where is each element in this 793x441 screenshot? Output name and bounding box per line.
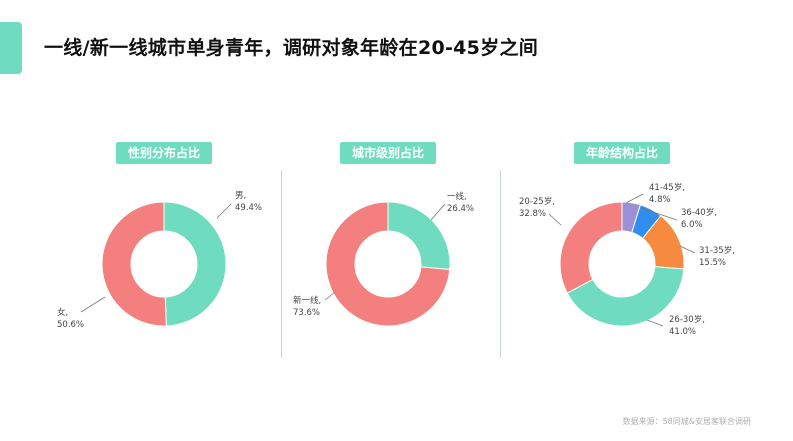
donut-chart: 41-45岁, 4.8% 36-40岁, 6.0% 31-35岁, 15.5% 26-30岁… bbox=[519, 182, 735, 337]
donut-slice bbox=[387, 201, 451, 270]
slice-label: 女, bbox=[57, 307, 68, 318]
donut-chart: 一线, 26.4% 新一线, 73.6% bbox=[293, 191, 474, 327]
accent-bar bbox=[0, 22, 22, 74]
data-source-note: 数据来源：58同城&安居客联合调研 bbox=[622, 417, 751, 426]
leader-line bbox=[640, 207, 678, 221]
slice-label: 36-40岁, bbox=[681, 207, 717, 218]
slice-value-label: 50.6% bbox=[57, 320, 84, 330]
chart-title: 性别分布占比 bbox=[115, 142, 213, 164]
leader-line bbox=[679, 245, 696, 254]
leader-line bbox=[625, 193, 644, 204]
slice-label: 男, bbox=[235, 191, 246, 201]
city-tier-chart-panel: 城市级别占比 一线, 26.4% 新一线, 73.6% bbox=[263, 142, 513, 362]
slice-label: 26-30岁, bbox=[669, 314, 705, 325]
donut-slice bbox=[559, 201, 623, 294]
slice-value-label: 26.4% bbox=[447, 204, 474, 214]
leader-line bbox=[216, 203, 232, 219]
divider bbox=[281, 170, 282, 358]
slice-label: 31-35岁, bbox=[699, 245, 735, 256]
gender-chart-panel: 性别分布占比 男, 49.4% 女, 50.6% bbox=[39, 142, 289, 362]
slice-value-label: 49.4% bbox=[235, 203, 262, 213]
age-chart-panel: 年龄结构占比 41-45岁, 4.8% 36-40岁, 6.0% 31-35岁, 15.5… bbox=[497, 142, 747, 362]
slice-value-label: 4.8% bbox=[649, 195, 671, 205]
donut-slice bbox=[163, 201, 227, 327]
leader-line bbox=[80, 296, 106, 313]
slice-label: 20-25岁, bbox=[519, 196, 555, 207]
slice-value-label: 41.0% bbox=[669, 327, 696, 337]
chart-title: 年龄结构占比 bbox=[573, 142, 671, 164]
leader-line bbox=[646, 319, 664, 327]
chart-title: 城市级别占比 bbox=[339, 142, 437, 164]
leader-line bbox=[548, 213, 562, 226]
leader-line bbox=[324, 291, 336, 301]
slice-label: 一线, bbox=[447, 191, 467, 202]
slice-value-label: 15.5% bbox=[699, 258, 726, 268]
donut-slice bbox=[325, 201, 451, 327]
slice-label: 新一线, bbox=[293, 295, 321, 306]
divider bbox=[500, 170, 501, 358]
slice-label: 41-45岁, bbox=[649, 182, 685, 193]
slice-value-label: 6.0% bbox=[681, 220, 703, 230]
donut-slice bbox=[101, 201, 167, 327]
page-title: 一线/新一线城市单身青年，调研对象年龄在20-45岁之间 bbox=[44, 37, 539, 59]
donut-slice bbox=[566, 266, 685, 327]
leader-line bbox=[430, 203, 446, 221]
donut-chart: 男, 49.4% 女, 50.6% bbox=[57, 191, 262, 330]
slice-value-label: 32.8% bbox=[519, 209, 546, 219]
slice-value-label: 73.6% bbox=[293, 308, 320, 318]
